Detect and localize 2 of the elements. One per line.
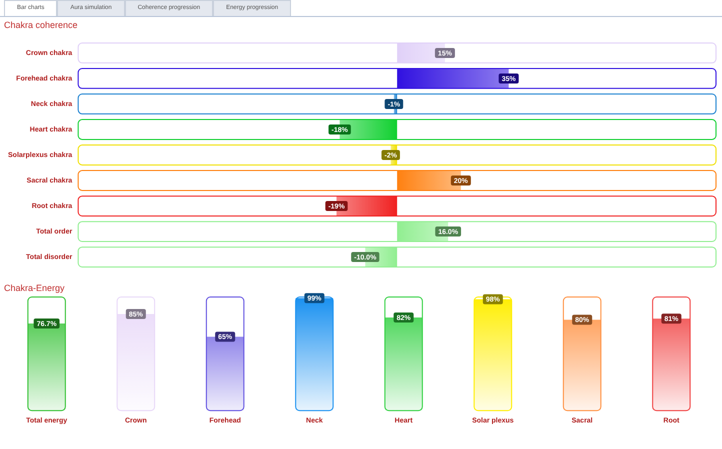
chart-title: Chakra-Energy [3,282,66,293]
chart-title: Chakra coherence [3,19,79,30]
